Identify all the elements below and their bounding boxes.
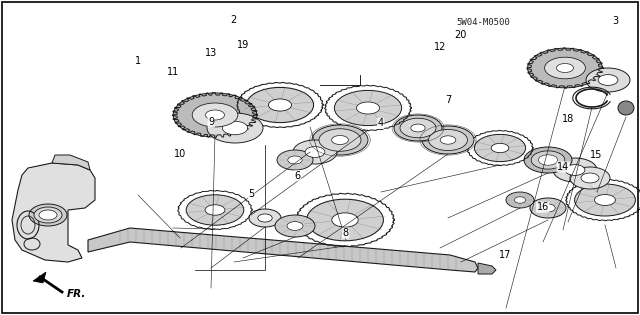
Polygon shape — [33, 272, 46, 283]
Ellipse shape — [492, 143, 509, 153]
Ellipse shape — [595, 194, 616, 205]
Ellipse shape — [223, 121, 248, 135]
Text: 5: 5 — [248, 189, 255, 199]
Ellipse shape — [565, 165, 585, 175]
Text: 11: 11 — [166, 67, 179, 77]
Ellipse shape — [541, 204, 556, 212]
Ellipse shape — [332, 135, 348, 145]
Ellipse shape — [394, 115, 442, 141]
Text: 12: 12 — [434, 42, 447, 52]
Ellipse shape — [515, 197, 525, 203]
Polygon shape — [88, 228, 478, 272]
Text: 15: 15 — [590, 150, 603, 160]
Text: 19: 19 — [237, 40, 250, 50]
Ellipse shape — [277, 150, 313, 170]
Ellipse shape — [356, 102, 380, 114]
Text: 6: 6 — [294, 171, 301, 181]
Ellipse shape — [524, 147, 572, 173]
Ellipse shape — [557, 64, 573, 72]
Ellipse shape — [575, 184, 636, 216]
Ellipse shape — [530, 198, 566, 218]
Text: 10: 10 — [174, 149, 187, 159]
Ellipse shape — [268, 99, 292, 111]
Ellipse shape — [586, 68, 630, 92]
Ellipse shape — [173, 93, 257, 137]
Ellipse shape — [29, 204, 67, 226]
Ellipse shape — [207, 113, 263, 143]
Polygon shape — [12, 163, 95, 262]
Text: 17: 17 — [499, 249, 512, 260]
Text: 14: 14 — [557, 162, 570, 172]
Text: 9: 9 — [208, 117, 214, 127]
Ellipse shape — [288, 156, 302, 164]
Text: 3: 3 — [612, 16, 619, 26]
Ellipse shape — [570, 167, 610, 189]
Ellipse shape — [400, 118, 436, 138]
Text: 1: 1 — [134, 56, 141, 66]
Ellipse shape — [307, 199, 383, 241]
Text: 4: 4 — [378, 118, 384, 129]
Ellipse shape — [422, 126, 474, 154]
Ellipse shape — [186, 195, 244, 225]
Ellipse shape — [246, 87, 314, 123]
Polygon shape — [478, 263, 496, 274]
Text: 8: 8 — [342, 228, 349, 238]
Ellipse shape — [39, 210, 57, 220]
Text: 2: 2 — [230, 14, 237, 25]
Ellipse shape — [305, 146, 325, 158]
Ellipse shape — [205, 110, 225, 120]
Text: 7: 7 — [445, 95, 451, 105]
Ellipse shape — [538, 155, 557, 165]
Ellipse shape — [545, 57, 586, 79]
Ellipse shape — [411, 124, 425, 132]
Ellipse shape — [34, 207, 62, 223]
Ellipse shape — [553, 158, 597, 182]
Ellipse shape — [598, 75, 618, 85]
Ellipse shape — [581, 173, 599, 183]
Ellipse shape — [205, 205, 225, 215]
Text: 5W04-M0500: 5W04-M0500 — [456, 18, 510, 27]
Ellipse shape — [192, 103, 238, 127]
Text: FR.: FR. — [67, 289, 86, 299]
Ellipse shape — [293, 140, 337, 164]
Ellipse shape — [332, 213, 358, 227]
Ellipse shape — [319, 129, 361, 151]
Ellipse shape — [249, 209, 281, 227]
Ellipse shape — [334, 90, 402, 126]
Ellipse shape — [618, 101, 634, 115]
Text: 16: 16 — [536, 202, 549, 212]
Ellipse shape — [527, 48, 602, 88]
Ellipse shape — [258, 214, 272, 222]
Ellipse shape — [429, 129, 467, 151]
Text: 13: 13 — [205, 48, 218, 58]
Ellipse shape — [440, 136, 456, 144]
Ellipse shape — [506, 192, 534, 208]
Ellipse shape — [287, 221, 303, 230]
Ellipse shape — [531, 151, 564, 169]
Ellipse shape — [474, 135, 525, 162]
Ellipse shape — [275, 215, 315, 237]
Ellipse shape — [312, 125, 368, 155]
Text: 20: 20 — [454, 30, 467, 40]
Text: 18: 18 — [562, 114, 575, 124]
Polygon shape — [52, 155, 90, 170]
